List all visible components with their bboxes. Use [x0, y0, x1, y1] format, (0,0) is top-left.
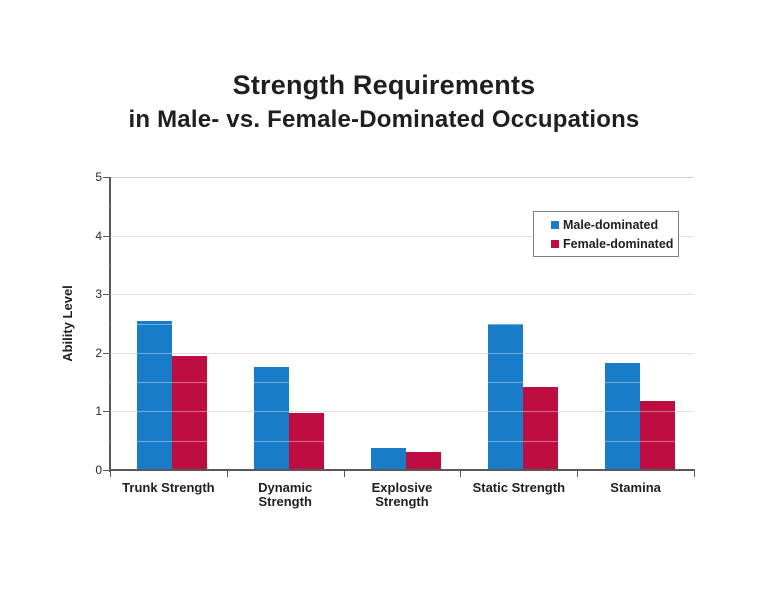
gridline-2	[110, 352, 694, 354]
y-axis-tick-labels: 0 1 2 3 4 5	[70, 170, 102, 477]
gridline-1	[110, 411, 694, 413]
y-tick-label-1: 1	[95, 404, 102, 419]
x-category-label-0: Trunk Strength	[122, 480, 215, 495]
bar-female-dominated-2	[406, 451, 441, 470]
x-category-label-2: Explosive Strength	[371, 480, 433, 509]
y-tick-mark-4	[103, 235, 109, 237]
bar-male-dominated-2	[371, 447, 406, 470]
chart-title-line1: Strength Requirements	[232, 70, 536, 100]
y-tick-label-3: 3	[95, 287, 102, 302]
bar-female-dominated-0	[172, 355, 208, 470]
legend-label-female: Female-dominated	[563, 236, 674, 251]
x-tick-mark-4	[577, 471, 579, 477]
legend-marker-male-icon	[551, 220, 559, 229]
chart-title-block: Strength Requirements in Male- vs. Femal…	[0, 70, 768, 135]
gridline-4	[110, 235, 694, 237]
grid-artifact-line	[110, 206, 694, 208]
gridline-3	[110, 294, 694, 296]
bar-female-dominated-4	[639, 401, 675, 470]
x-tick-mark-0	[110, 471, 111, 477]
legend-label-male: Male-dominated	[563, 217, 659, 232]
y-tick-mark-0	[103, 470, 109, 471]
grid-artifact-line	[110, 264, 694, 266]
x-tick-mark-1	[226, 471, 228, 477]
grid-artifact-line	[110, 323, 694, 325]
bar-female-dominated-3	[522, 386, 558, 470]
bar-male-dominated-0	[137, 320, 173, 470]
y-axis-line	[109, 177, 111, 472]
x-category-label-4: Stamina	[610, 480, 661, 495]
bar-female-dominated-1	[289, 413, 325, 470]
legend-marker-female-icon	[551, 239, 559, 248]
y-tick-mark-1	[103, 411, 109, 413]
chart-legend: Male-dominated Female-dominated	[533, 211, 679, 257]
x-category-label-3: Static Strength	[472, 480, 566, 495]
y-tick-label-2: 2	[95, 345, 102, 360]
x-category-label-1: Dynamic Strength	[258, 480, 313, 509]
y-tick-label-5: 5	[95, 170, 102, 184]
legend-entry-female: Female-dominated	[551, 237, 678, 251]
chart-title-line2: in Male- vs. Female-Dominated Occupation…	[128, 106, 640, 134]
bar-male-dominated-3	[487, 323, 523, 470]
legend-entry-male: Male-dominated	[551, 218, 678, 232]
x-tick-mark-2	[343, 471, 345, 477]
x-axis-line	[110, 469, 695, 471]
bar-male-dominated-1	[254, 367, 290, 470]
gridline-5	[110, 177, 694, 178]
y-tick-mark-5	[103, 177, 109, 178]
y-tick-mark-2	[103, 352, 109, 354]
y-tick-label-4: 4	[95, 228, 102, 243]
y-tick-label-0: 0	[95, 463, 102, 477]
y-tick-mark-3	[103, 294, 109, 296]
x-tick-mark-3	[460, 471, 462, 477]
bar-male-dominated-4	[604, 362, 640, 470]
x-tick-mark-5	[694, 471, 695, 477]
